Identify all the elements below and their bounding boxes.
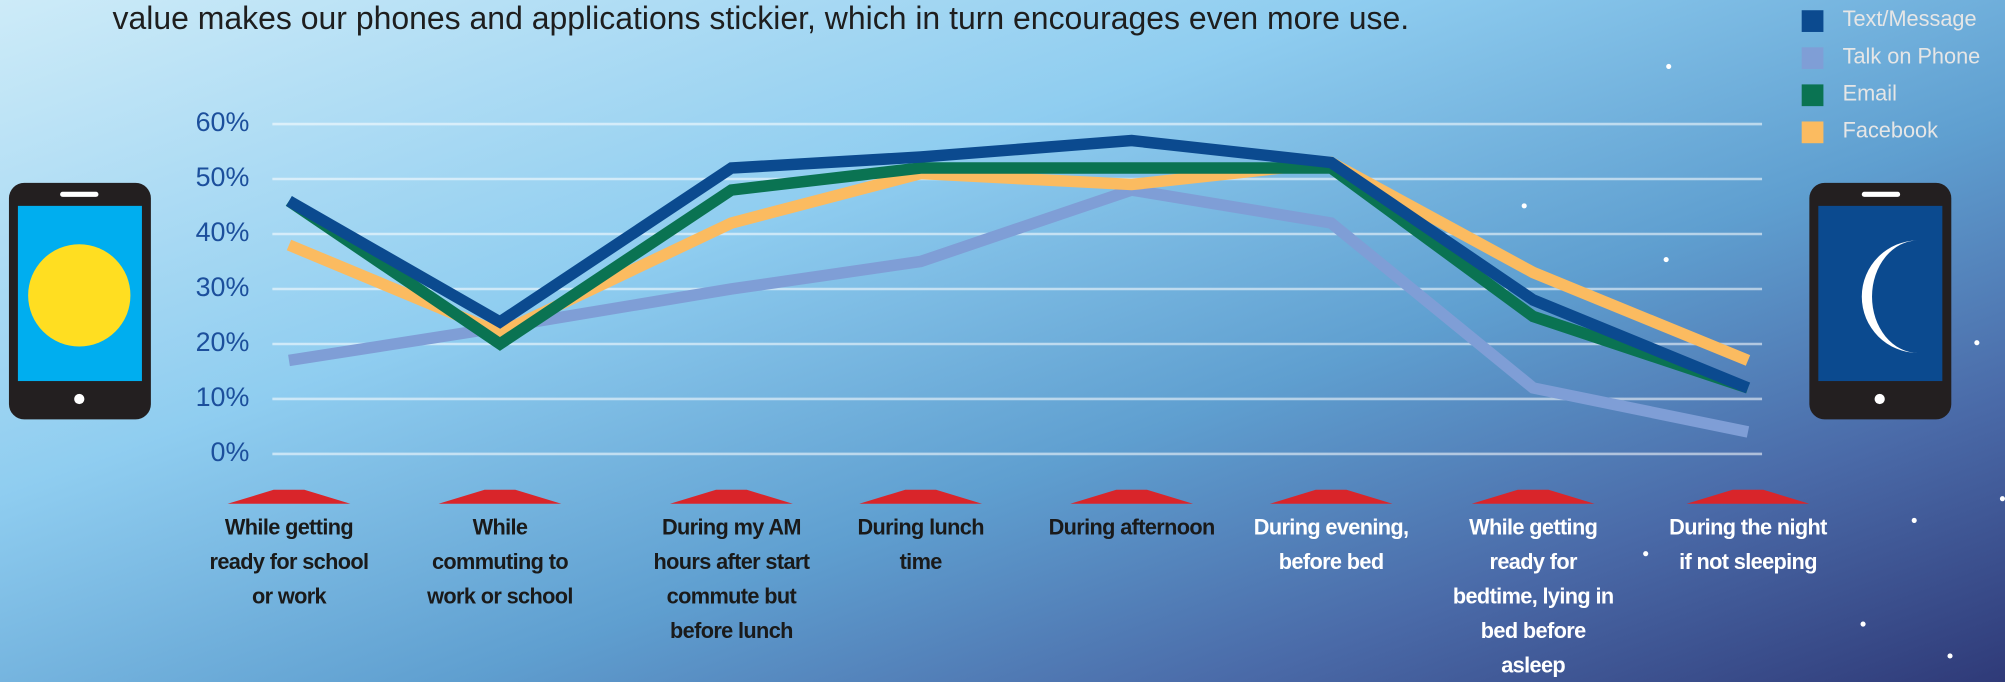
y-tick-label: 30%	[196, 272, 250, 302]
x-tick-label: While getting ready for bedtime, lying i…	[1452, 515, 1614, 678]
legend-swatch	[1801, 121, 1824, 144]
category-marker	[1070, 489, 1194, 504]
y-tick-label: 10%	[196, 382, 250, 412]
phone-day	[8, 182, 151, 420]
legend-label: Facebook	[1843, 117, 1939, 142]
stars	[1521, 63, 2005, 659]
x-tick-label: During evening, before bed	[1253, 515, 1409, 575]
series-line	[286, 134, 1751, 394]
x-tick-label: During afternoon	[1048, 515, 1216, 540]
category-marker	[1471, 489, 1595, 504]
x-tick-label: During the night if not sleeping	[1669, 515, 1827, 575]
x-tick-label: During lunch time	[857, 515, 984, 575]
phone-night	[1809, 182, 1952, 420]
y-tick-label: 60%	[196, 107, 250, 137]
subtitle: value makes our phones and applications …	[113, 0, 1410, 36]
category-marker	[438, 489, 562, 504]
category-marker	[1269, 489, 1393, 504]
legend-label: Talk on Phone	[1843, 43, 1981, 68]
x-tick-label: While commuting to work or school	[427, 515, 573, 609]
legend-label: Email	[1843, 80, 1897, 105]
category-marker	[1686, 489, 1810, 504]
legend-swatch	[1801, 47, 1824, 70]
y-tick-label: 50%	[196, 162, 250, 192]
x-tick-label: While getting ready for school or work	[209, 515, 370, 609]
legend-label: Text/Message	[1843, 6, 1977, 31]
series-line	[286, 156, 1751, 366]
y-tick-label: 40%	[196, 217, 250, 247]
y-tick-label: 20%	[196, 327, 250, 357]
legend-swatch	[1801, 84, 1824, 107]
x-tick-label: During my AM hours after start commute b…	[653, 515, 810, 644]
category-marker	[670, 489, 793, 504]
category-marker	[859, 489, 983, 504]
y-tick-label: 0%	[211, 437, 250, 467]
series-line	[285, 162, 1750, 394]
legend-swatch	[1801, 10, 1824, 32]
category-marker	[227, 489, 351, 504]
